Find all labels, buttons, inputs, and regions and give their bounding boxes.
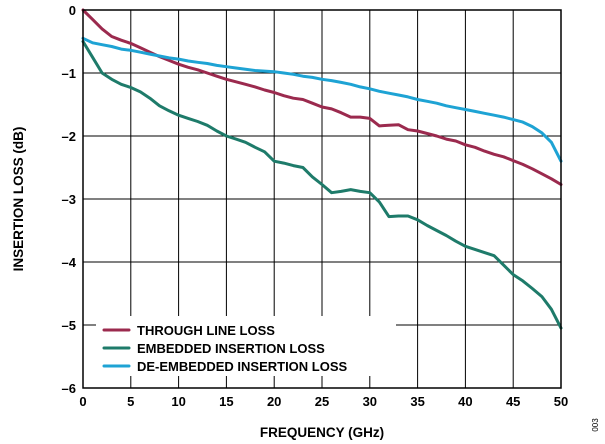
series-line (81, 36, 563, 163)
x-axis-title: FREQUENCY (GHz) (260, 425, 384, 440)
legend-label: EMBEDDED INSERTION LOSS (137, 341, 325, 356)
legend-label: THROUGH LINE LOSS (137, 323, 275, 338)
y-tick-label: –1 (62, 66, 76, 81)
x-tick-label: 50 (554, 394, 568, 409)
series-line (81, 40, 563, 330)
x-tick-label: 40 (458, 394, 472, 409)
x-tick-label: 30 (363, 394, 377, 409)
x-tick-label: 15 (219, 394, 233, 409)
y-tick-label: –5 (62, 318, 76, 333)
legend: THROUGH LINE LOSS EMBEDDED INSERTION LOSS… (96, 316, 396, 376)
x-tick-label: 20 (267, 394, 281, 409)
legend-label: DE-EMBEDDED INSERTION LOSS (137, 359, 348, 374)
x-tick-label: 0 (79, 394, 86, 409)
legend-background (96, 316, 396, 376)
x-tick-label: 35 (410, 394, 424, 409)
y-tick-label: –6 (62, 381, 76, 396)
y-tick-label: –4 (62, 255, 77, 270)
figure-id: 003 (591, 418, 600, 432)
y-tick-label: –2 (62, 129, 76, 144)
y-axis-title: INSERTION LOSS (dB) (11, 127, 26, 272)
x-tick-label: 45 (506, 394, 520, 409)
plot-frame (82, 9, 562, 389)
y-tick-label: 0 (69, 3, 76, 18)
x-tick-label: 5 (127, 394, 134, 409)
x-tick-label: 25 (315, 394, 329, 409)
series-lines (81, 8, 563, 330)
x-tick-labels: 0 5 10 15 20 25 30 35 40 45 50 (79, 394, 568, 409)
x-tick-label: 10 (171, 394, 185, 409)
y-tick-labels: 0 –1 –2 –3 –4 –5 –6 (62, 3, 77, 396)
y-tick-label: –3 (62, 192, 76, 207)
